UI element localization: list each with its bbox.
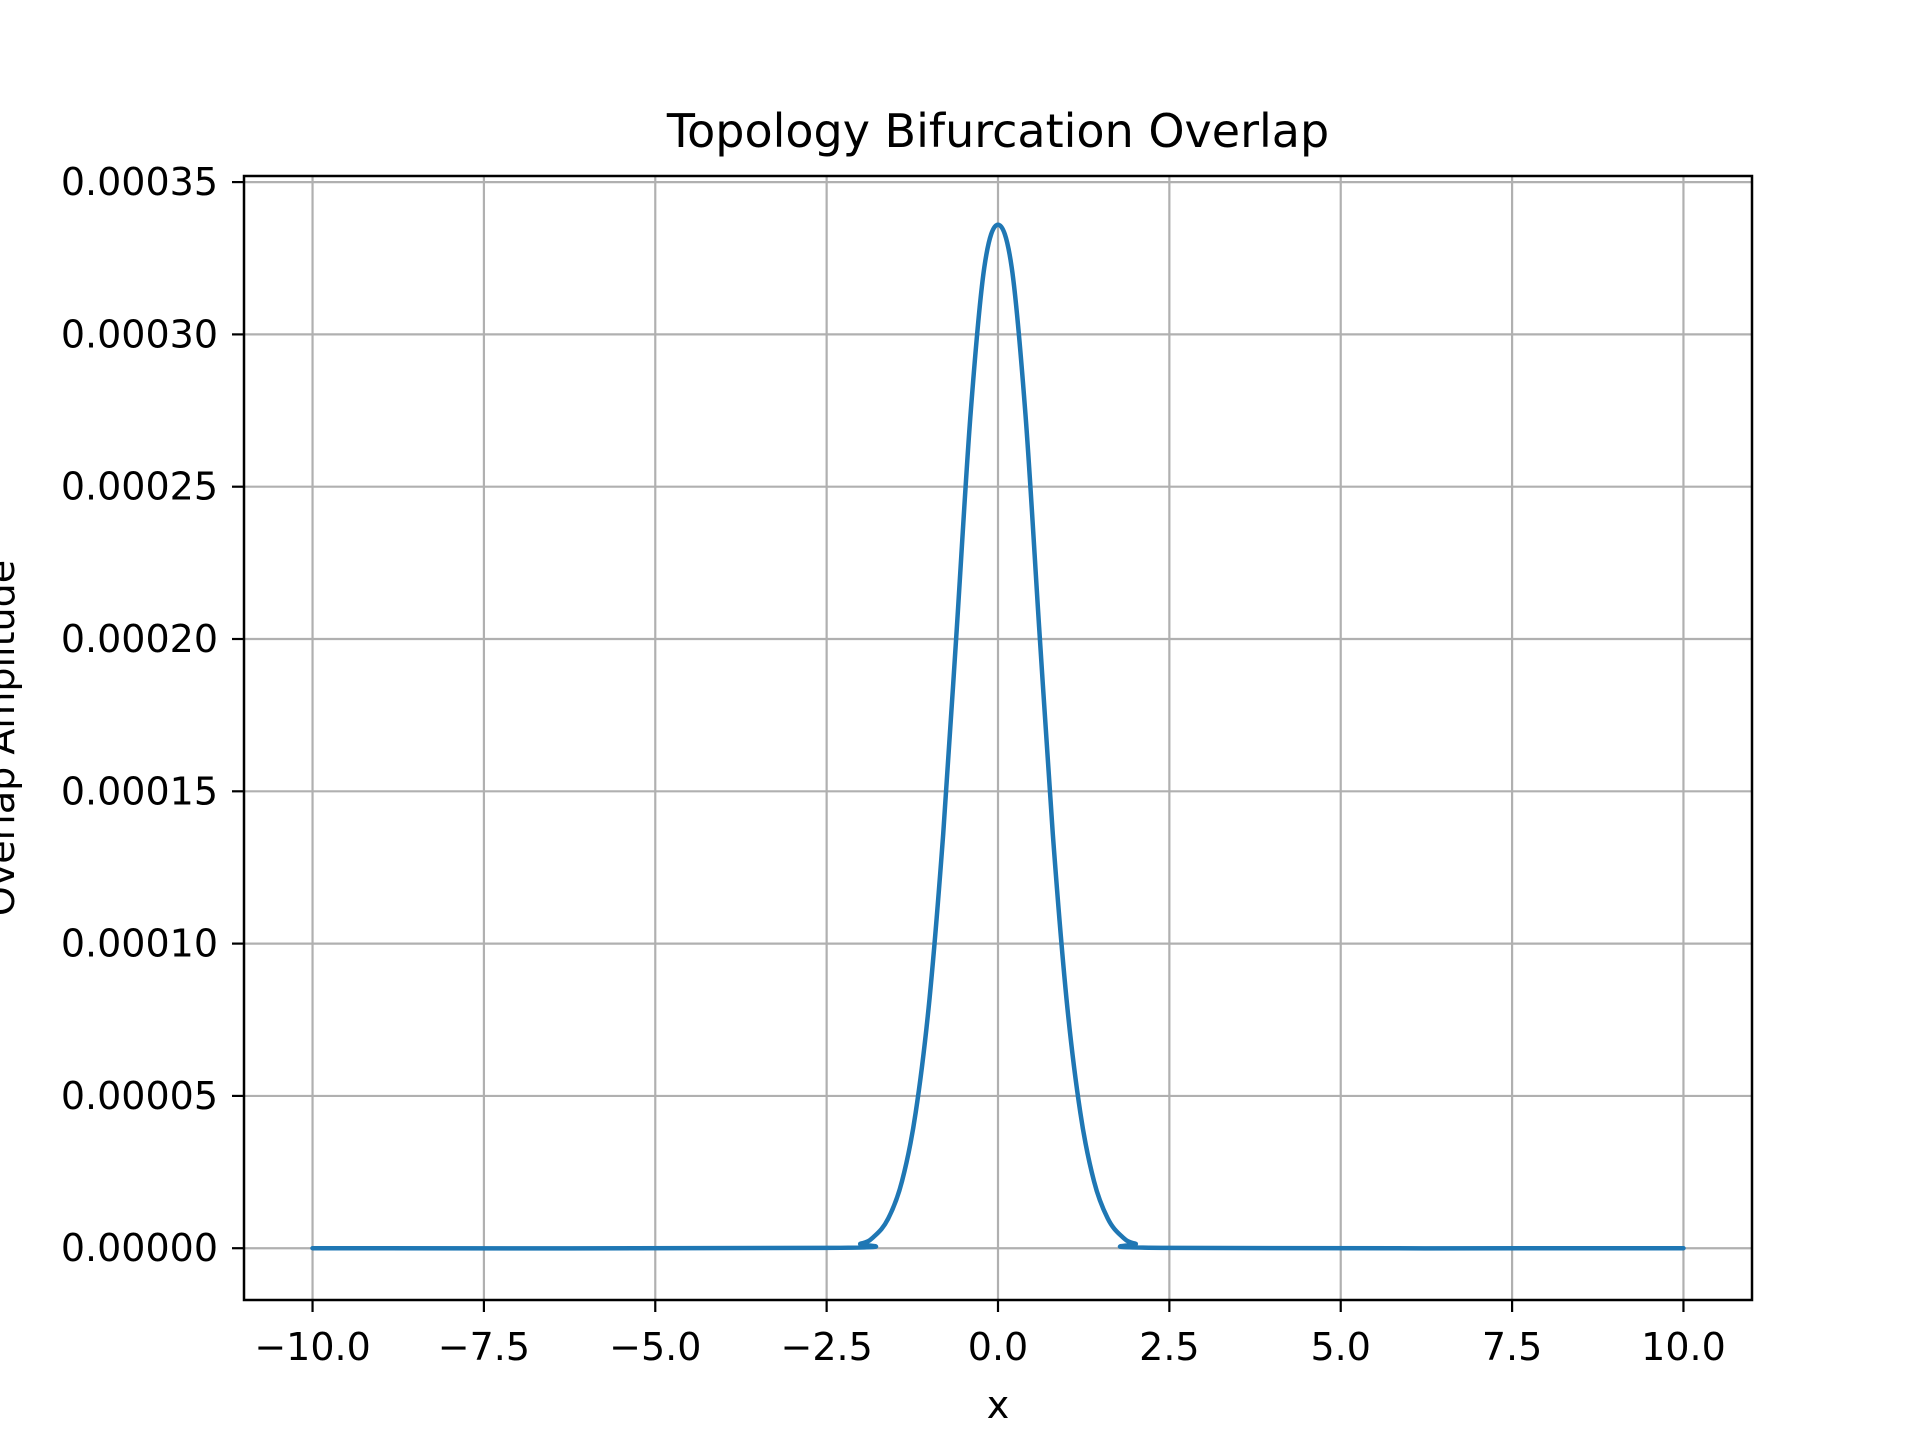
x-tick-label: −10.0 (254, 1325, 370, 1369)
x-axis-label: x (987, 1383, 1010, 1427)
x-tick-label: 10.0 (1641, 1325, 1726, 1369)
y-axis-label: Overlap Amplitude (0, 560, 23, 916)
chart-title: Topology Bifurcation Overlap (666, 104, 1329, 158)
y-axis: 0.00000 0.00005 0.00010 0.00015 0.00020 0.000… (61, 160, 244, 1270)
x-tick-label: −7.5 (438, 1325, 530, 1369)
x-tick-label: 5.0 (1311, 1325, 1371, 1369)
y-tick-label: 0.00020 (61, 617, 218, 661)
y-tick-label: 0.00015 (61, 769, 218, 813)
grid (244, 176, 1752, 1300)
y-tick-label: 0.00005 (61, 1074, 218, 1118)
x-tick-label: −5.0 (609, 1325, 701, 1369)
y-tick-label: 0.00030 (61, 312, 218, 356)
y-tick-label: 0.00010 (61, 922, 218, 966)
series-line (310, 222, 1686, 1251)
x-tick-label: 2.5 (1139, 1325, 1199, 1369)
series-layer (310, 222, 1686, 1251)
y-tick-label: 0.00000 (61, 1226, 218, 1270)
x-axis: −10.0 −7.5 −5.0 −2.5 0.0 2.5 5.0 7.5 10.0 (254, 1300, 1726, 1369)
x-tick-label: 0.0 (968, 1325, 1028, 1369)
y-tick-label: 0.00025 (61, 465, 218, 509)
y-tick-label: 0.00035 (61, 160, 218, 204)
x-tick-label: −2.5 (780, 1325, 872, 1369)
x-tick-label: 7.5 (1482, 1325, 1542, 1369)
